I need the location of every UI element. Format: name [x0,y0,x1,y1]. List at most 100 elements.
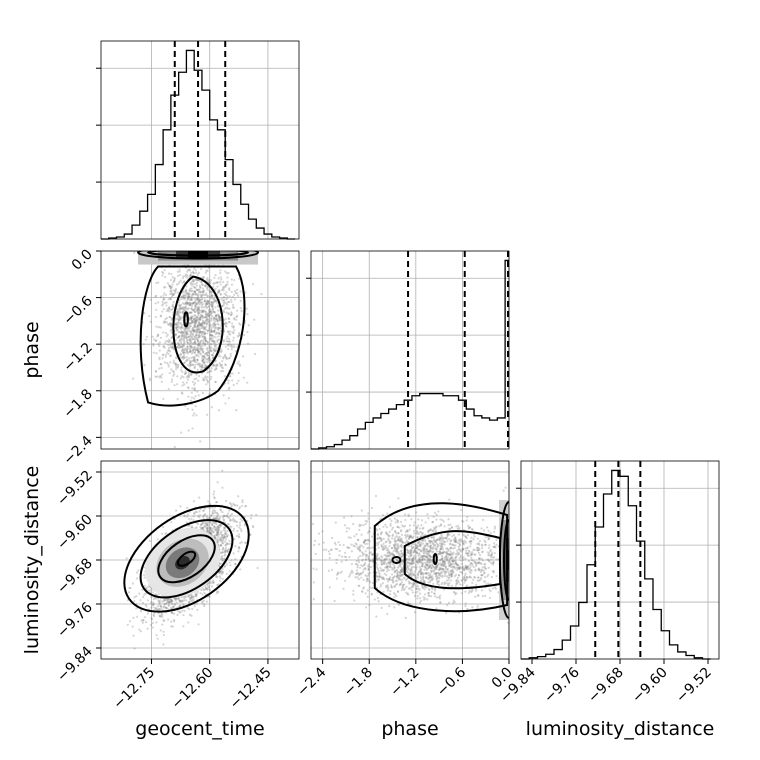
geo-phase-sample [208,314,211,317]
geo-phase-sample [197,349,200,353]
geo-phase-sample [194,306,197,309]
geo-phase-sample [216,363,219,366]
geo-lum-sample [155,621,158,624]
geo-phase-sample [169,321,172,325]
geo-phase-sample [169,297,172,300]
geo-phase-sample [226,347,230,351]
geo-phase-sample [205,383,208,386]
geo-phase-sample [174,333,178,336]
geo-phase-sample [236,382,239,385]
geo-phase-sample [171,378,174,381]
geo-phase-sample [180,297,183,301]
geo-lum-sample [211,581,214,584]
geo-phase-sample [178,344,181,347]
geo-phase-sample [201,283,204,287]
geo-phase-sample [188,357,191,360]
geo-lum-sample [190,517,193,520]
geo-phase-sample [234,291,237,294]
geo-phase-sample [189,282,192,285]
geo-phase-sample [187,351,190,354]
geo-phase-sample [214,342,217,346]
geo-phase-sample [184,372,187,375]
geo-phase-sample [192,325,196,328]
geo-phase-sample [195,288,198,291]
geo-lum-sample [138,592,141,595]
geo-phase-sample [196,310,199,314]
geo-phase-sample [169,354,172,357]
geo-phase-sample [158,367,161,370]
geo-phase-sample [181,347,184,351]
geo-phase-sample [187,306,190,310]
geo-lum-sample [239,541,242,545]
geo-lum-sample [219,536,222,539]
geo-phase-sample [217,314,221,317]
geo-phase-sample [177,301,180,304]
geo-phase-sample [211,303,214,306]
geo-phase-sample [182,337,186,340]
geo-phase-sample [225,322,229,325]
geo-phase-sample [203,309,206,312]
geo-phase-sample [224,345,228,348]
geo-lum-sample [207,585,210,589]
geo-lum-sample [195,593,198,596]
geo-phase-sample [188,275,191,278]
geo-lum-sample [228,509,231,512]
geo-phase-sample [223,299,226,302]
geo-phase-sample [162,353,165,356]
geo-phase-sample [193,383,196,386]
geo-phase-sample [170,291,173,294]
geo-phase-sample [157,301,160,304]
geo-phase-sample [192,329,195,332]
geo-lum-sample [160,612,163,616]
geo-phase-sample [196,273,200,276]
geo-phase-sample [217,335,220,338]
geo-lum-sample [212,582,215,585]
geo-lum-sample [189,597,193,600]
geo-lum-sample [162,630,165,633]
geo-phase-sample [187,295,190,298]
geo-phase-sample [201,324,204,327]
geo-phase-sample [209,310,213,314]
geo-phase-sample [144,338,148,341]
geo-phase-sample [177,321,180,324]
geo-phase-sample [188,296,191,299]
geo-phase-sample [169,285,172,288]
geo-phase-sample [203,327,206,330]
geo-phase-sample [226,280,229,283]
geo-lum-sample [233,537,236,541]
geo-phase-sample [199,330,203,333]
geo-phase-sample [211,324,214,327]
geo-phase-sample [182,296,185,299]
geo-lum-sample [226,550,229,553]
geo-phase-sample [219,318,222,321]
geo-phase-sample [170,342,173,345]
geo-lum-sample [170,520,173,524]
geo-phase-sample [227,344,230,347]
geo-lum-sample [171,625,174,628]
geo-phase-sample [165,316,168,320]
geo-phase-sample [199,365,202,368]
geo-lum-sample [161,532,164,535]
geo-phase-sample [194,321,197,324]
geo-phase-sample [184,294,187,297]
geo-phase-sample [179,308,182,311]
geo-phase-sample [208,356,211,359]
geo-phase-sample [184,404,187,407]
geo-phase-sample [179,307,182,310]
geo-lum-sample [209,522,212,525]
geo-phase-sample [210,334,213,337]
geo-phase-sample [216,326,220,329]
geo-phase-sample [206,314,209,317]
geo-phase-sample [185,339,189,342]
geo-phase-sample [178,326,181,329]
geo-phase-sample [209,309,212,312]
geo-phase-sample [201,283,204,286]
geo-lum-sample [146,612,150,615]
geo-phase-sample [230,348,233,351]
geo-phase-sample [197,326,200,330]
geo-phase-sample [227,382,230,385]
geo-lum-sample [201,593,204,596]
geo-lum-sample [216,530,220,533]
geo-phase-sample [158,356,161,359]
geo-phase-sample [182,280,186,283]
